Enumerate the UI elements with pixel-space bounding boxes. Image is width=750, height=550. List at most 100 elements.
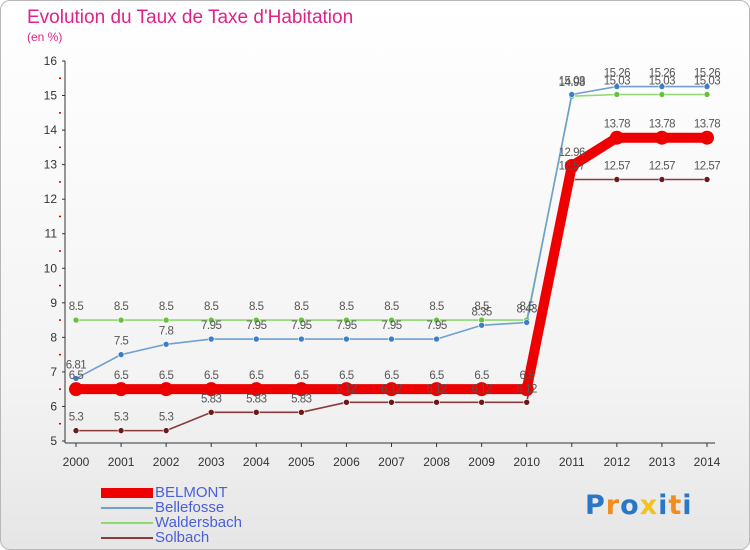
- data-point: [523, 319, 531, 326]
- data-label: 5.3: [159, 412, 174, 424]
- data-label: 15.26: [694, 68, 720, 80]
- data-point: [204, 382, 219, 397]
- data-point: [159, 382, 174, 397]
- data-point: [429, 382, 444, 397]
- data-label: 5.83: [291, 393, 311, 405]
- data-point: [343, 335, 350, 343]
- data-label: 6.5: [474, 370, 489, 382]
- data-point: [298, 316, 305, 324]
- x-tick-label: 2006: [333, 455, 360, 469]
- data-label: 8.43: [517, 304, 537, 316]
- data-point: [117, 351, 125, 358]
- legend-label: BELMONT: [155, 484, 228, 501]
- data-point: [162, 427, 170, 434]
- data-point: [343, 316, 350, 324]
- data-label: 6.81: [66, 359, 86, 371]
- data-point: [207, 335, 215, 343]
- data-point: [474, 382, 489, 397]
- y-tick-label: 9: [50, 296, 57, 310]
- x-tick-label: 2005: [288, 455, 315, 469]
- data-point: [433, 335, 440, 343]
- data-label: 7.5: [114, 336, 129, 348]
- data-point: [339, 382, 354, 397]
- data-label: 8.5: [69, 301, 84, 313]
- x-tick-label: 2004: [243, 455, 270, 469]
- data-point: [523, 399, 531, 406]
- data-label: 15.26: [649, 68, 675, 80]
- data-label: 6.5: [519, 370, 534, 382]
- legend-swatch: [101, 537, 153, 539]
- y-tick-label: 6: [50, 399, 57, 413]
- data-label: 6.5: [69, 370, 84, 382]
- y-tick-label: 5: [50, 434, 57, 448]
- data-point: [249, 382, 264, 397]
- data-label: 8.5: [474, 301, 489, 313]
- legend-swatch: [101, 507, 153, 509]
- x-tick-label: 2008: [423, 455, 450, 469]
- x-tick-label: 2002: [153, 455, 180, 469]
- data-point: [388, 335, 395, 343]
- data-point: [564, 159, 579, 174]
- data-label: 6.5: [429, 370, 444, 382]
- data-label: 8.5: [249, 301, 264, 313]
- data-label: 8.35: [471, 306, 491, 318]
- y-tick-label: 14: [44, 123, 58, 137]
- x-tick-label: 2000: [63, 455, 90, 469]
- data-label: 5.3: [69, 412, 84, 424]
- data-point: [72, 375, 80, 382]
- y-tick-label: 13: [44, 158, 58, 172]
- data-point: [613, 91, 621, 98]
- x-tick-label: 2014: [694, 455, 721, 469]
- data-point: [162, 340, 170, 348]
- data-point: [207, 316, 215, 324]
- legend-label: Bellefosse: [155, 499, 225, 516]
- data-point: [613, 83, 621, 90]
- data-point: [252, 335, 260, 343]
- data-label: 7.95: [336, 320, 356, 332]
- y-tick-label: 8: [50, 330, 57, 344]
- data-label: 8.5: [114, 301, 129, 313]
- data-label: 6.12: [381, 383, 401, 395]
- data-point: [658, 91, 666, 98]
- y-tick-label: 10: [44, 261, 58, 275]
- x-tick-label: 2012: [604, 455, 631, 469]
- data-point: [72, 316, 80, 324]
- logo-letter: P: [585, 490, 606, 521]
- data-label: 8.5: [384, 301, 399, 313]
- data-point: [703, 176, 711, 183]
- data-label: 6.5: [384, 370, 399, 382]
- data-label: 6.12: [336, 383, 356, 395]
- data-label: 7.95: [201, 320, 221, 332]
- data-label: 13.78: [604, 119, 630, 131]
- data-point: [519, 382, 534, 397]
- data-point: [433, 316, 440, 324]
- data-label: 5.3: [114, 412, 129, 424]
- data-label: 8.5: [159, 301, 174, 313]
- logo-letter: r: [605, 490, 621, 521]
- data-point: [433, 399, 440, 406]
- data-label: 7.95: [381, 320, 401, 332]
- data-point: [69, 382, 83, 397]
- series-line-belmont: [71, 132, 712, 395]
- x-tick-label: 2011: [559, 455, 585, 469]
- data-point: [658, 83, 666, 90]
- data-point: [114, 382, 129, 397]
- data-label: 6.12: [426, 383, 446, 395]
- data-point: [613, 176, 621, 183]
- data-label: 8.5: [294, 301, 309, 313]
- data-label: 6.5: [114, 370, 129, 382]
- data-point: [343, 399, 350, 406]
- data-point: [478, 321, 485, 329]
- data-label: 6.5: [294, 370, 309, 382]
- legend-label: Solbach: [155, 529, 210, 546]
- x-tick-label: 2010: [513, 455, 540, 469]
- data-label: 14.98: [559, 77, 585, 89]
- data-label: 13.78: [649, 119, 675, 131]
- data-label: 15.26: [604, 68, 630, 80]
- y-tick-label: 16: [44, 54, 58, 68]
- data-point: [117, 427, 125, 434]
- x-tick-label: 2009: [468, 455, 495, 469]
- data-point: [252, 316, 260, 324]
